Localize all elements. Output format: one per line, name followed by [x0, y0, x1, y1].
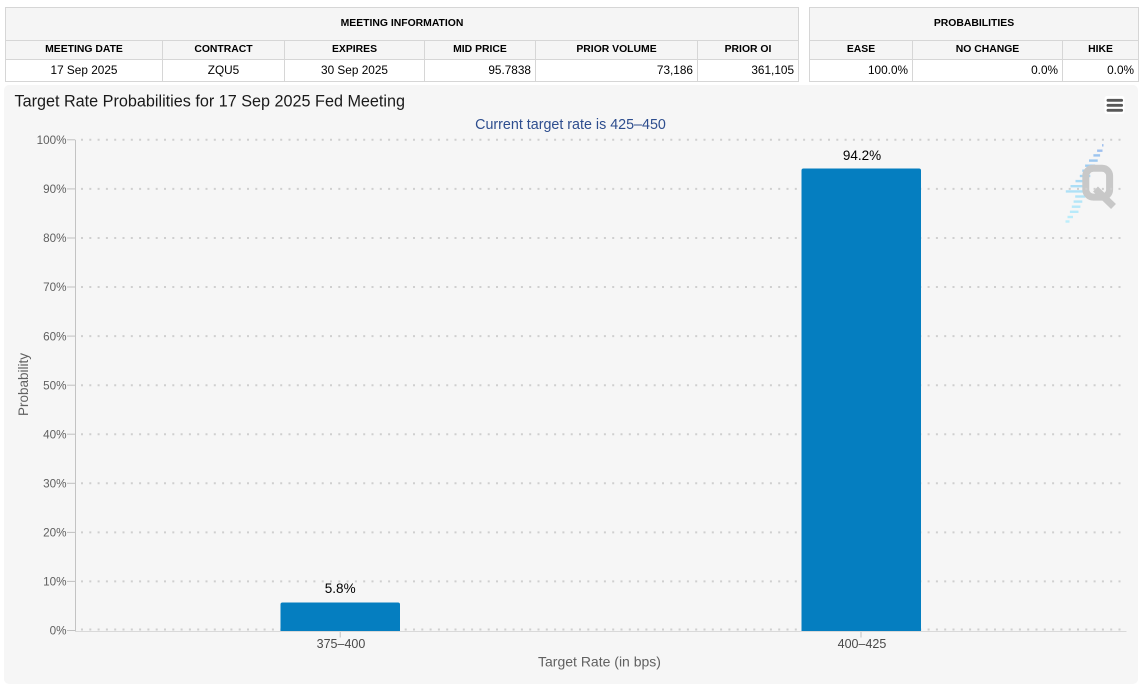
svg-text:375–400: 375–400 — [317, 637, 366, 651]
svg-text:400–425: 400–425 — [838, 637, 887, 651]
svg-text:0%: 0% — [50, 624, 67, 637]
svg-text:40%: 40% — [43, 428, 66, 441]
svg-text:5.8%: 5.8% — [325, 581, 356, 596]
svg-text:80%: 80% — [43, 232, 66, 245]
svg-text:10%: 10% — [43, 576, 66, 589]
svg-text:Target Rate Probabilities for: Target Rate Probabilities for 17 Sep 202… — [15, 93, 406, 111]
svg-text:100%: 100% — [37, 134, 67, 147]
svg-text:50%: 50% — [43, 379, 66, 392]
svg-text:Target Rate (in bps): Target Rate (in bps) — [538, 654, 661, 670]
svg-text:60%: 60% — [43, 330, 66, 343]
svg-text:90%: 90% — [43, 183, 66, 196]
svg-text:Current target rate is 425–450: Current target rate is 425–450 — [475, 117, 666, 133]
svg-text:70%: 70% — [43, 281, 66, 294]
svg-text:20%: 20% — [43, 527, 66, 540]
svg-text:Probability: Probability — [16, 353, 31, 416]
svg-text:30%: 30% — [43, 478, 66, 491]
svg-text:94.2%: 94.2% — [843, 148, 881, 163]
